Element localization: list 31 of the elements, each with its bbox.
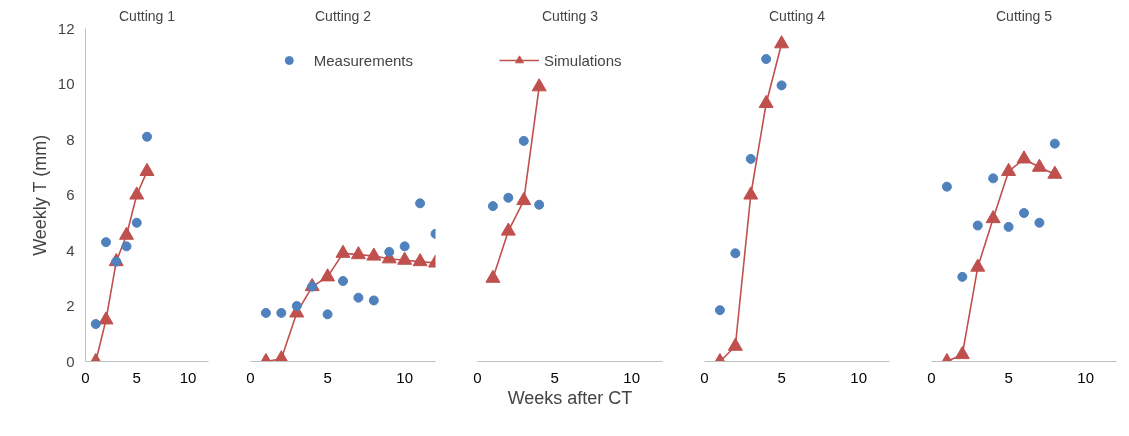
chart-title: Cutting 3	[541, 7, 599, 24]
x-tick-label: 5	[132, 368, 141, 386]
x-tick-label: 5	[1004, 368, 1013, 386]
x-tick-label: 0	[81, 368, 90, 386]
x-tick-label: 0	[700, 368, 709, 386]
y-tick-label: 4	[66, 241, 75, 259]
x-tick-label: 5	[550, 368, 559, 386]
chart-title: Cutting 2	[314, 7, 372, 24]
y-tick-label: 2	[66, 297, 75, 314]
x-tick-label: 5	[777, 368, 786, 386]
y-tick-label: 10	[57, 75, 75, 92]
x-tick-label: 0	[927, 368, 936, 386]
y-tick-label: 6	[66, 186, 75, 203]
x-tick-label: 10	[396, 368, 414, 386]
x-tick-label: 10	[1077, 368, 1095, 386]
y-tick-label: 8	[66, 130, 75, 148]
legend-label: Simulations	[544, 51, 622, 69]
y-axis-title: Weekly T (mm)	[29, 134, 50, 256]
y-tick-label: 12	[57, 19, 75, 37]
x-tick-label: 10	[623, 368, 641, 386]
x-tick-label: 0	[473, 368, 482, 386]
x-axis-title: Weeks after CT	[507, 387, 633, 408]
x-tick-label: 10	[850, 368, 868, 386]
y-tick-label: 0	[66, 352, 75, 370]
chart-title: Cutting 4	[768, 7, 826, 24]
chart-title: Cutting 5	[995, 7, 1053, 24]
chart-title: Cutting 1	[118, 7, 176, 24]
x-tick-label: 0	[246, 368, 255, 386]
x-tick-label: 10	[179, 368, 197, 386]
legend-label: Measurements	[313, 51, 413, 69]
x-tick-label: 5	[323, 368, 332, 386]
